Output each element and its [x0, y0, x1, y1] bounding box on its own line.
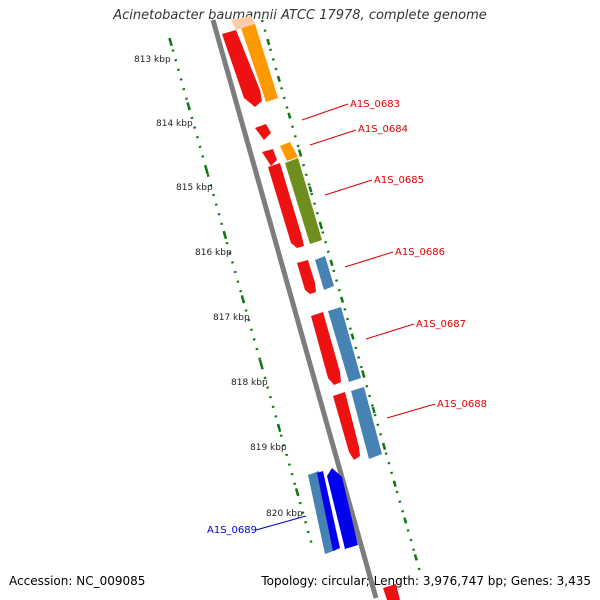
gene-a1s-0688-rna-bar[interactable]: [351, 387, 382, 459]
outer-ring-dash: [371, 406, 376, 414]
ruler-tick-mark: [222, 230, 228, 240]
outer-ring-dash: [297, 149, 302, 156]
gene-a1s-0685-cds-arrow[interactable]: [268, 163, 304, 248]
gene-labels: A1S_0683 A1S_0684 A1S_0685 A1S_0686 A1S_…: [207, 99, 487, 536]
ruler-tick-mark: [186, 102, 191, 111]
gene-label-a1s-0689[interactable]: A1S_0689: [207, 525, 257, 536]
accession-text: Accession: NC_009085: [9, 574, 146, 588]
gene-label-a1s-0687[interactable]: A1S_0687: [416, 319, 466, 330]
gene-a1s-0688-cds-arrow[interactable]: [333, 392, 360, 460]
leader-line-a1s-0689: [255, 515, 307, 531]
outer-ring-dash: [350, 333, 355, 340]
outer-ring-dash: [361, 370, 366, 377]
gene-label-a1s-0686[interactable]: A1S_0686: [395, 247, 445, 258]
outer-ring-dash: [413, 554, 418, 561]
gene-label-a1s-0688[interactable]: A1S_0688: [437, 399, 487, 410]
backbone-line: [210, 19, 379, 599]
ruler-tick-mark: [294, 488, 300, 497]
gene-a1s-0687-rna-bar[interactable]: [328, 307, 361, 382]
ruler-label: 817 kbp: [213, 313, 250, 323]
outer-ring-dash: [382, 443, 387, 451]
gene-a1s-0686-rna-bar[interactable]: [315, 256, 334, 290]
ruler-label: 815 kbp: [176, 183, 213, 193]
outer-ring-dash: [340, 296, 345, 303]
gene-a1s-0684-cds-arrow[interactable]: [255, 124, 271, 140]
gene-a1s-0689-cds-forward-arrow[interactable]: [327, 468, 358, 549]
gene-a1s-0689-rna-bar[interactable]: [308, 471, 336, 554]
ruler-label: 816 kbp: [195, 248, 232, 258]
genome-summary-text: Topology: circular; Length: 3,976,747 bp…: [261, 574, 591, 588]
ruler-label: 813 kbp: [134, 55, 171, 65]
outer-ring-dashes: [266, 38, 418, 561]
map-title: Acinetobacter baumannii ATCC 17978, comp…: [113, 8, 487, 23]
outer-ring-dash: [287, 112, 292, 119]
gene-a1s-0684-small-arrow[interactable]: [262, 149, 277, 166]
ruler-tick-mark: [168, 37, 173, 47]
outer-ring-dash: [318, 222, 324, 230]
ruler-tick-mark: [258, 359, 264, 368]
leader-line-a1s-0686: [344, 251, 394, 268]
gene-label-a1s-0685[interactable]: A1S_0685: [374, 175, 424, 186]
gene-features: [222, 16, 400, 600]
leader-line-a1s-0685: [324, 179, 373, 196]
leader-line-a1s-0687: [365, 323, 415, 340]
ruler-tick-mark: [204, 166, 210, 175]
gene-a1s-0683-cds-arrow[interactable]: [222, 30, 262, 107]
outer-ring-dash: [308, 186, 313, 193]
gene-a1s-0686-cds-arrow[interactable]: [297, 260, 316, 294]
ruler-label: 818 kbp: [231, 378, 268, 388]
ruler-ticks: [168, 37, 300, 497]
gene-label-a1s-0683[interactable]: A1S_0683: [350, 99, 400, 110]
outer-ring-dash: [329, 259, 334, 267]
outer-ring-dash: [266, 38, 271, 46]
gene-a1s-0689-cds-arrow[interactable]: [317, 471, 340, 551]
ruler-label: 820 kbp: [266, 509, 303, 519]
gene-a1s-0683-rna-bar[interactable]: [241, 24, 278, 102]
gene-next-partial: [383, 584, 400, 600]
ruler-labels: 813 kbp 814 kbp 815 kbp 816 kbp 817 kbp …: [134, 55, 303, 519]
gene-a1s-0687-cds-arrow[interactable]: [311, 312, 341, 385]
gene-a1s-0685-rna-bar[interactable]: [285, 158, 322, 244]
outer-ring-dash: [276, 75, 281, 83]
ruler-tick-mark: [276, 423, 282, 433]
outer-ring-dash: [403, 517, 408, 524]
leader-line-a1s-0683: [301, 103, 349, 121]
ruler-label: 814 kbp: [156, 119, 193, 129]
gene-a1s-0684-rna-bar[interactable]: [280, 142, 298, 161]
ruler-tick-mark: [240, 295, 246, 304]
gene-a1s-0683-top-fade: [231, 16, 255, 30]
gene-label-a1s-0684[interactable]: A1S_0684: [358, 124, 408, 135]
leader-line-a1s-0688: [386, 403, 436, 419]
ruler-label: 819 kbp: [250, 443, 287, 453]
outer-ring-dash: [392, 480, 397, 487]
leader-line-a1s-0684: [309, 129, 357, 146]
